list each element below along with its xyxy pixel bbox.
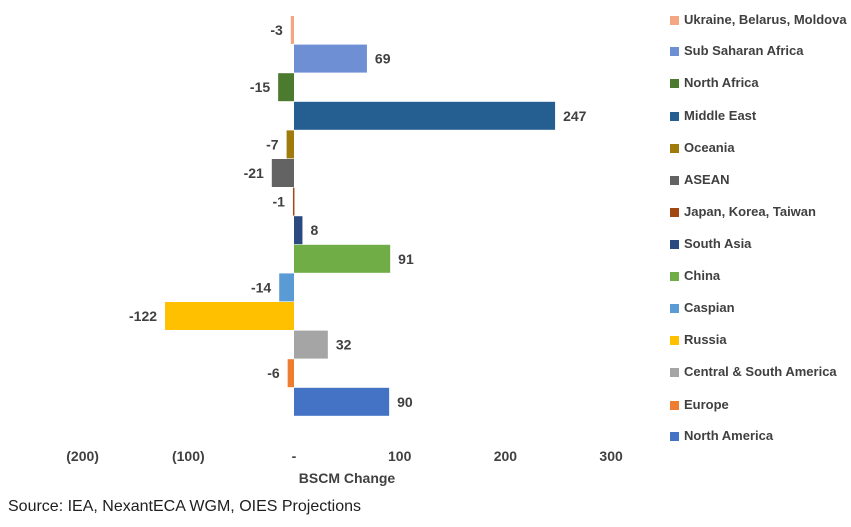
bar xyxy=(287,359,294,388)
bar xyxy=(271,159,294,187)
data-label: -3 xyxy=(270,22,283,38)
legend-item: Oceania xyxy=(670,140,849,156)
bar xyxy=(290,16,294,44)
data-label: -14 xyxy=(251,279,271,295)
bar xyxy=(165,302,294,330)
bar xyxy=(294,387,390,416)
data-label: 91 xyxy=(398,251,414,267)
legend-item: ASEAN xyxy=(670,172,849,188)
legend-label: Caspian xyxy=(684,300,735,315)
legend-swatch xyxy=(670,304,679,313)
legend-swatch xyxy=(670,432,679,441)
legend-label: Ukraine, Belarus, Moldova xyxy=(684,12,847,27)
legend-item: Ukraine, Belarus, Moldova xyxy=(670,12,849,28)
legend-swatch xyxy=(670,208,679,217)
bar xyxy=(292,187,295,216)
legend-item: North America xyxy=(670,428,849,444)
x-tick-label: - xyxy=(292,448,297,464)
legend-swatch xyxy=(670,368,679,377)
bar xyxy=(294,44,367,73)
data-label: -6 xyxy=(267,365,280,381)
legend-label: South Asia xyxy=(684,236,752,251)
bar xyxy=(278,73,294,102)
legend-swatch xyxy=(670,272,679,281)
legend-swatch xyxy=(670,401,679,410)
legend-item: Sub Saharan Africa xyxy=(670,43,849,59)
legend-label: Central & South America xyxy=(684,364,837,379)
legend-item: Europe xyxy=(670,397,849,413)
bar xyxy=(279,273,294,302)
data-label: 8 xyxy=(310,222,318,238)
bar xyxy=(294,101,556,130)
legend-swatch xyxy=(670,79,679,88)
x-axis-title: BSCM Change xyxy=(299,470,396,486)
data-label: -1 xyxy=(272,194,285,210)
legend-item: South Asia xyxy=(670,236,849,252)
x-tick-label: (200) xyxy=(66,448,99,464)
bar xyxy=(294,330,328,359)
legend-item: Middle East xyxy=(670,108,849,124)
legend-item: North Africa xyxy=(670,75,849,91)
legend-item: Russia xyxy=(670,332,849,348)
data-label: 247 xyxy=(563,108,587,124)
data-label: -122 xyxy=(129,308,157,324)
legend-label: ASEAN xyxy=(684,172,730,187)
legend-item: Caspian xyxy=(670,300,849,316)
data-label: -15 xyxy=(250,79,270,95)
bar xyxy=(286,130,294,159)
legend-label: Middle East xyxy=(684,108,757,123)
legend-swatch xyxy=(670,336,679,345)
data-label: 69 xyxy=(375,51,391,67)
x-tick-label: 200 xyxy=(494,448,518,464)
data-label: -21 xyxy=(244,165,264,181)
legend-swatch xyxy=(670,47,679,56)
legend-swatch xyxy=(670,144,679,153)
legend-label: Japan, Korea, Taiwan xyxy=(684,204,816,219)
legend-label: Russia xyxy=(684,332,727,347)
x-tick-label: (100) xyxy=(172,448,205,464)
legend-swatch xyxy=(670,16,679,25)
legend-label: North America xyxy=(684,428,774,443)
legend-label: Europe xyxy=(684,397,729,412)
legend-swatch xyxy=(670,240,679,249)
bar xyxy=(294,244,391,273)
legend-label: China xyxy=(684,268,721,283)
data-label: 90 xyxy=(397,394,413,410)
legend-swatch xyxy=(670,176,679,185)
legend-label: North Africa xyxy=(684,75,759,90)
legend-label: Oceania xyxy=(684,140,735,155)
legend-item: Central & South America xyxy=(670,364,849,380)
data-label: 32 xyxy=(336,337,352,353)
x-tick-label: 100 xyxy=(388,448,412,464)
source-note: Source: IEA, NexantECA WGM, OIES Project… xyxy=(8,498,362,515)
x-tick-label: 300 xyxy=(599,448,623,464)
legend-swatch xyxy=(670,112,679,121)
legend-item: Japan, Korea, Taiwan xyxy=(670,204,849,220)
legend-item: China xyxy=(670,268,849,284)
bar xyxy=(294,216,303,245)
data-label: -7 xyxy=(266,136,279,152)
legend-label: Sub Saharan Africa xyxy=(684,43,804,58)
